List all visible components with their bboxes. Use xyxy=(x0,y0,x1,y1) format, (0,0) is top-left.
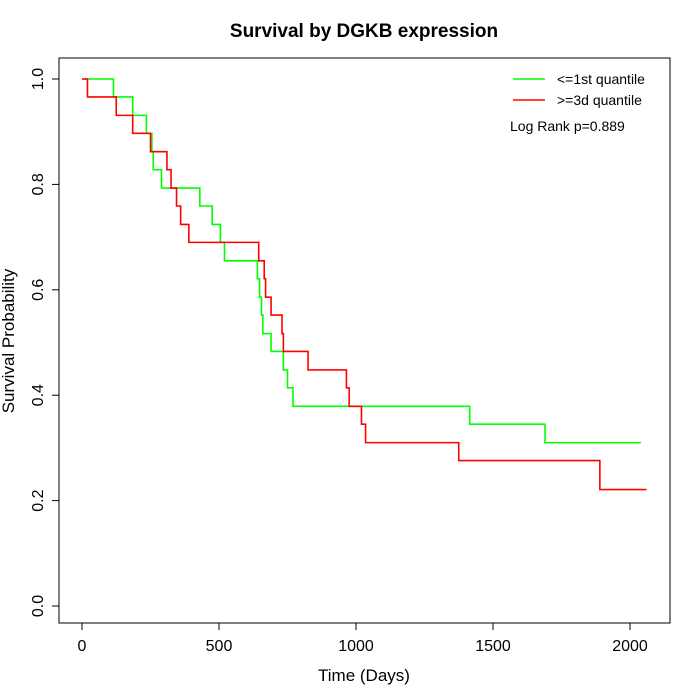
x-axis-label: Time (Days) xyxy=(318,666,410,685)
survival-curves xyxy=(82,78,647,491)
chart-title: Survival by DGKB expression xyxy=(230,21,498,42)
y-tick-label: 0.8 xyxy=(30,173,47,195)
survival-curve-high xyxy=(82,78,647,491)
legend: <=1st quantile >=3d quantile Log Rank p=… xyxy=(510,71,645,134)
legend-label-low: <=1st quantile xyxy=(557,71,645,87)
x-tick-label: 500 xyxy=(206,638,233,655)
y-tick-label: 0.2 xyxy=(30,489,47,511)
y-tick-label: 0.0 xyxy=(30,595,47,617)
x-tick-label: 1000 xyxy=(338,638,374,655)
x-axis: 0 500 1000 1500 2000 xyxy=(78,622,648,655)
y-axis-label: Survival Probability xyxy=(0,268,18,413)
x-tick-label: 0 xyxy=(78,638,87,655)
y-tick-label: 0.4 xyxy=(30,384,47,406)
y-tick-label: 0.6 xyxy=(30,279,47,301)
y-axis: 0.0 0.2 0.4 0.6 0.8 1.0 xyxy=(30,68,60,617)
y-tick-label: 1.0 xyxy=(30,68,47,90)
x-tick-label: 2000 xyxy=(612,638,648,655)
log-rank-annotation: Log Rank p=0.889 xyxy=(510,118,625,134)
x-tick-label: 1500 xyxy=(475,638,511,655)
legend-label-high: >=3d quantile xyxy=(557,92,642,108)
